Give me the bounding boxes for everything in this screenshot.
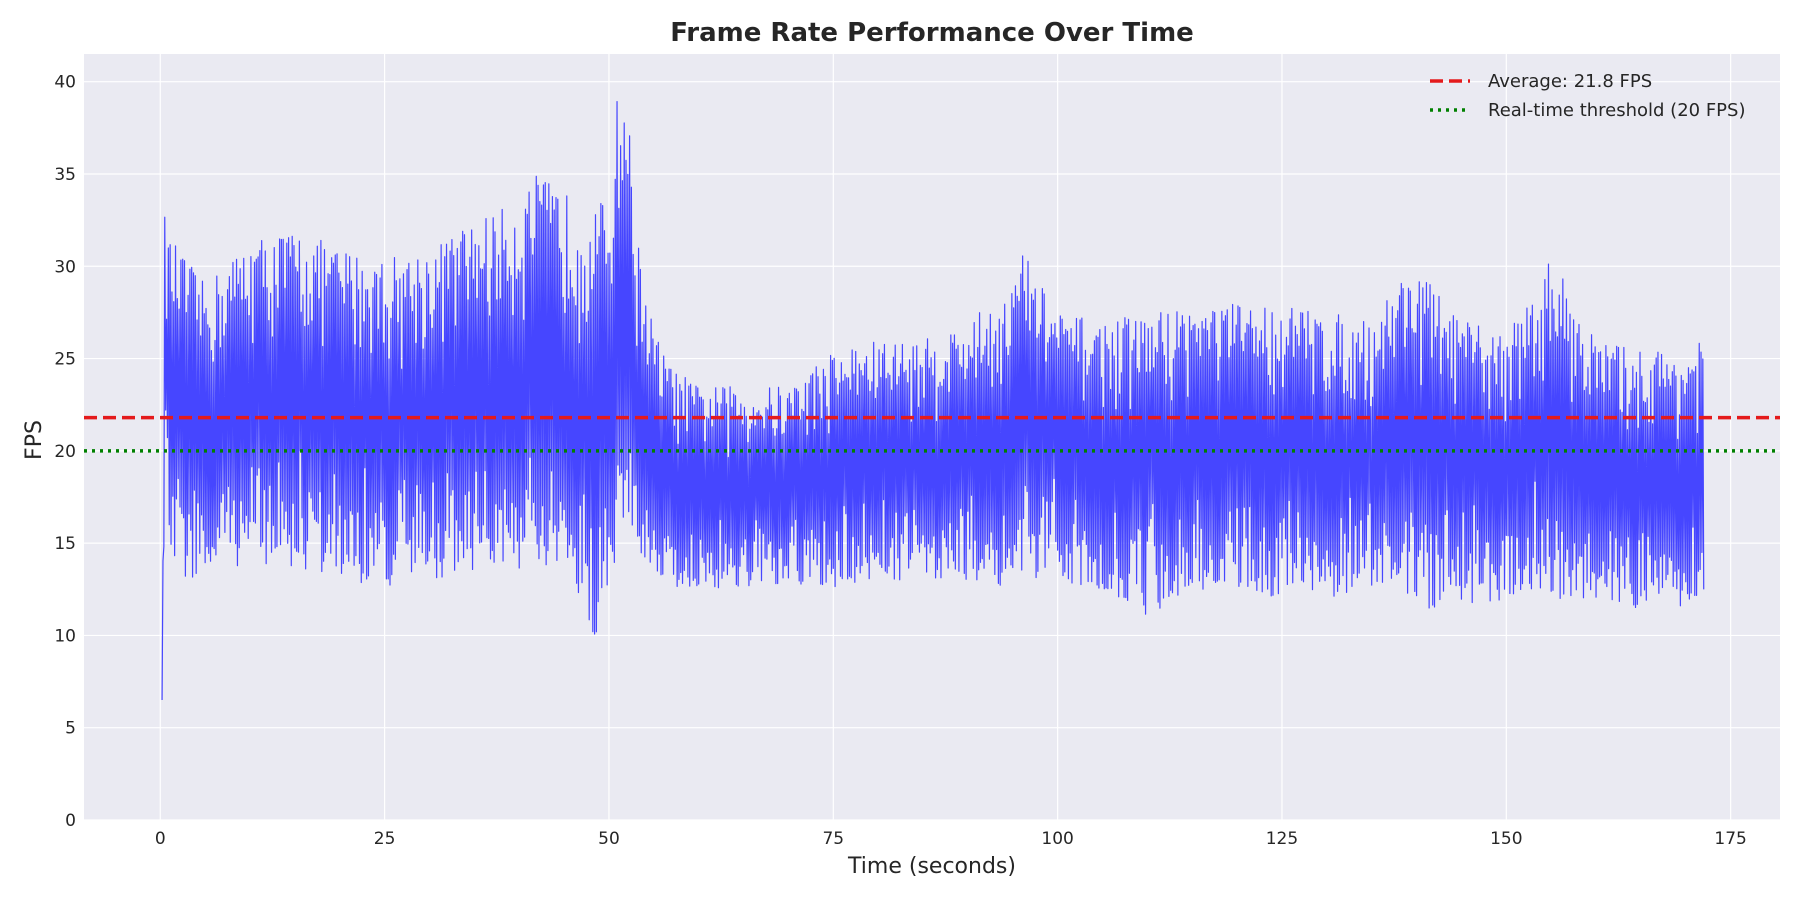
y-tick-label: 10 [54,626,76,646]
x-tick-label: 175 [1714,829,1746,849]
y-tick-label: 5 [65,719,76,739]
y-tick-label: 25 [54,350,76,370]
y-tick-label: 15 [54,534,76,554]
x-tick-label: 125 [1266,829,1298,849]
reference-lines [84,415,1780,453]
x-tick-label: 100 [1041,829,1073,849]
y-tick-label: 30 [54,257,76,277]
chart-title: Frame Rate Performance Over Time [670,18,1194,48]
grid-lines [84,54,1780,821]
y-tick-label: 40 [54,73,76,93]
y-tick-label: 20 [54,442,76,462]
y-axis-label: FPS [22,420,47,460]
legend-label-threshold: Real-time threshold (20 FPS) [1488,100,1745,121]
x-tick-label: 75 [822,829,844,849]
x-tick-label: 0 [155,829,166,849]
y-tick-label: 35 [54,165,76,185]
x-axis-label: Time (seconds) [847,854,1016,879]
legend: Average: 21.8 FPS Real-time threshold (2… [1430,71,1745,121]
x-tick-label: 150 [1490,829,1522,849]
x-tick-label: 25 [374,829,396,849]
tick-labels: 0 25 50 75 100 125 150 175 0 5 10 15 20 25 30 35 40 [54,73,1747,849]
legend-label-average: Average: 21.8 FPS [1488,71,1652,92]
x-tick-label: 50 [598,829,620,849]
y-tick-label: 0 [65,811,76,831]
